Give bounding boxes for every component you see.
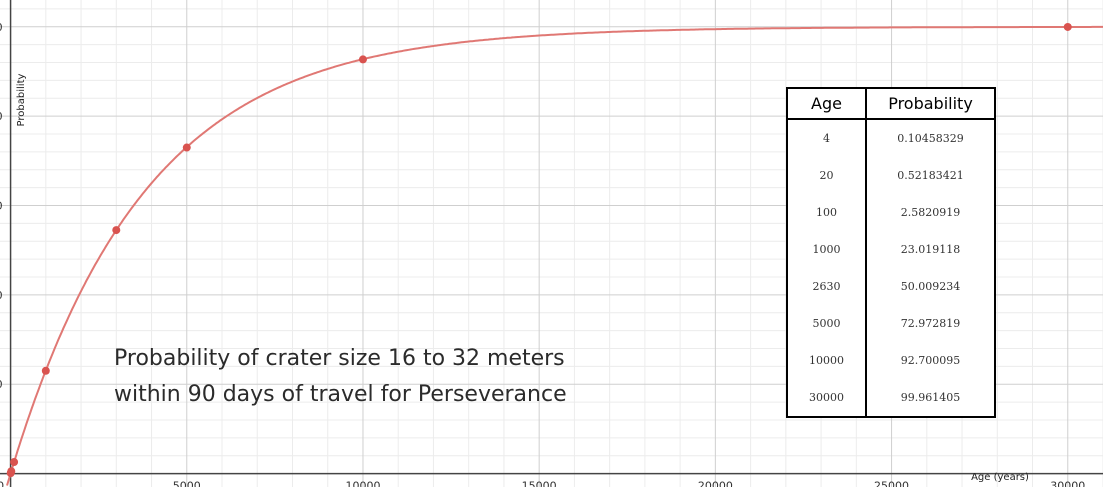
x-tick-label: 5000 [173,480,201,487]
table-row: 20 0.52183421 [787,157,995,194]
x-tick-label: 30000 [1050,480,1085,487]
x-tick-label: 20000 [698,480,733,487]
x-tick-label: 10000 [345,480,380,487]
data-point [182,143,191,152]
x-tick-label: 25000 [874,480,909,487]
table-cell-probability: 0.52183421 [897,169,964,182]
fit-curve [6,25,1103,486]
y-tick-label: 60 [0,200,3,213]
x-tick-label: 0 [0,480,4,487]
table-cell-age: 1000 [787,231,867,268]
table-row: 30000 99.961405 [787,379,995,417]
table-row: 4 0.10458329 [787,119,995,157]
table-header-row: Age Probability [787,88,995,120]
y-axis-label: Probability [16,73,27,126]
annotation-line-2: within 90 days of travel for Perseveranc… [114,382,567,407]
y-tick-label: 100 [0,21,3,34]
table-header-probability: Probability [866,88,995,120]
table-cell-age: 20 [787,157,867,194]
table-row: 100 2.5820919 [787,194,995,231]
data-point [358,55,367,64]
table-cell-probability: 92.700095 [900,354,961,367]
table-row: 2630 50.009234 [787,268,995,305]
table-cell-probability: 23.019118 [900,243,961,256]
table-cell-age: 10000 [787,342,867,379]
y-tick-labels: 20 40 60 80 100 [0,21,3,391]
annotation-line-1: Probability of crater size 16 to 32 mete… [114,346,565,371]
table-cell-probability: 72.972819 [900,317,961,330]
data-point [7,467,16,476]
y-tick-label: 80 [0,110,3,123]
data-points [6,22,1072,478]
x-tick-label: 15000 [522,480,557,487]
table-cell-age: 2630 [787,268,867,305]
data-point [1063,22,1072,31]
data-table: Age Probability 4 0.10458329 20 0.521834… [786,87,996,418]
table-header-age: Age [787,88,867,120]
data-point [41,366,50,375]
table-cell-probability: 2.5820919 [900,206,961,219]
table-row: 1000 23.019118 [787,231,995,268]
table-cell-age: 5000 [787,305,867,342]
table-cell-probability: 99.961405 [900,391,961,404]
table-cell-age: 100 [787,194,867,231]
table-row: 5000 72.972819 [787,305,995,342]
x-tick-labels: 0 5000 10000 15000 20000 25000 30000 [0,480,1085,487]
table-cell-age: 30000 [787,379,867,417]
table-cell-probability: 0.10458329 [897,132,964,145]
curve-layer [6,25,1103,486]
y-tick-label: 20 [0,378,3,391]
table-cell-probability: 50.009234 [900,280,961,293]
table-row: 10000 92.700095 [787,342,995,379]
data-point [112,226,121,235]
data-point [10,458,19,467]
x-axis-label: Age (years) [971,472,1029,483]
y-tick-label: 40 [0,289,3,302]
table-cell-age: 4 [787,119,867,157]
